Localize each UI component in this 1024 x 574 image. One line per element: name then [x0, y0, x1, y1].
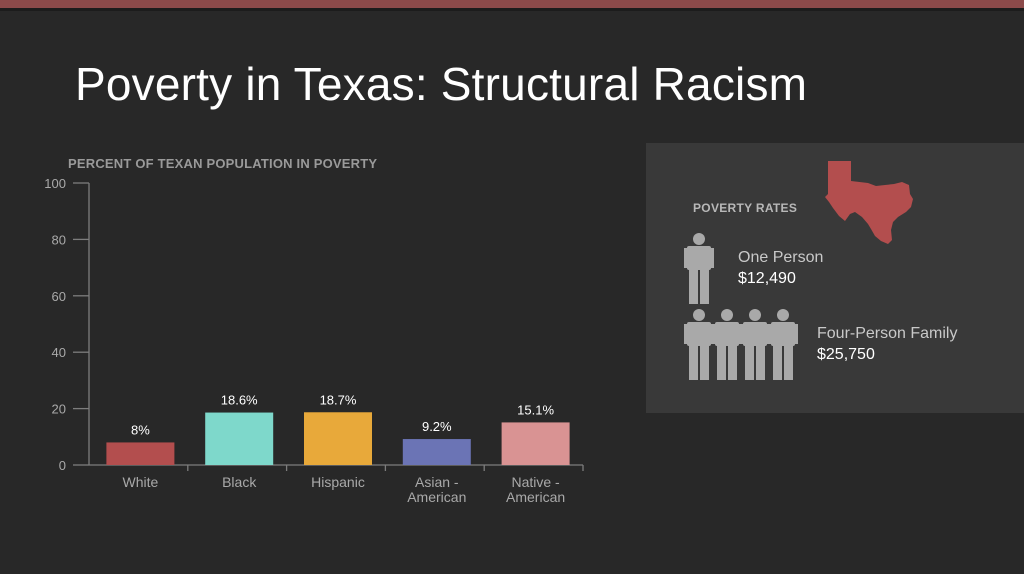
- category-label: American: [407, 489, 466, 505]
- category-label: Black: [222, 474, 257, 490]
- person-icon: [684, 309, 714, 380]
- poverty-rates-panel: POVERTY RATES One Person $12,490 Four-Pe…: [646, 143, 1024, 413]
- chart-title: PERCENT OF TEXAN POPULATION IN POVERTY: [68, 156, 378, 171]
- person-icon: [712, 309, 742, 380]
- bar-chart: 0 20 40 60 80 100 8% White 18.6% Black 18.7% Hispan…: [44, 176, 584, 505]
- person-icon: [684, 233, 714, 304]
- category-label: Asian -: [415, 474, 459, 490]
- family-label: Four-Person Family: [817, 325, 958, 342]
- bar-0: [106, 442, 175, 465]
- bar-4: [501, 422, 570, 465]
- category-label: Hispanic: [311, 474, 365, 490]
- slide-title: Poverty in Texas: Structural Racism: [75, 58, 808, 110]
- category-label: Native -: [511, 474, 560, 490]
- top-accent-bar: [0, 0, 1024, 8]
- category-label: American: [506, 489, 565, 505]
- texas-map-icon: [825, 161, 913, 244]
- category-label: White: [123, 474, 159, 490]
- data-label: 18.6%: [221, 393, 258, 408]
- family-amount: $25,750: [817, 346, 875, 363]
- data-label: 15.1%: [517, 402, 554, 417]
- y-tick-label: 40: [52, 345, 66, 360]
- top-accent-shadow: [0, 8, 1024, 11]
- y-tick-label: 60: [52, 289, 66, 304]
- y-tick-label: 20: [52, 402, 66, 417]
- data-label: 18.7%: [320, 392, 357, 407]
- y-tick-label: 0: [59, 458, 66, 473]
- one-person-amount: $12,490: [738, 270, 796, 287]
- data-label: 8%: [131, 422, 150, 437]
- one-person-label: One Person: [738, 249, 824, 266]
- bar-3: [402, 439, 471, 465]
- y-tick-label: 100: [44, 176, 66, 191]
- data-label: 9.2%: [422, 419, 452, 434]
- bar-1: [205, 412, 274, 465]
- y-tick-label: 80: [52, 232, 66, 247]
- person-icon: [740, 309, 770, 380]
- bar-2: [304, 412, 372, 465]
- panel-heading: POVERTY RATES: [693, 201, 798, 215]
- person-icon: [768, 309, 798, 380]
